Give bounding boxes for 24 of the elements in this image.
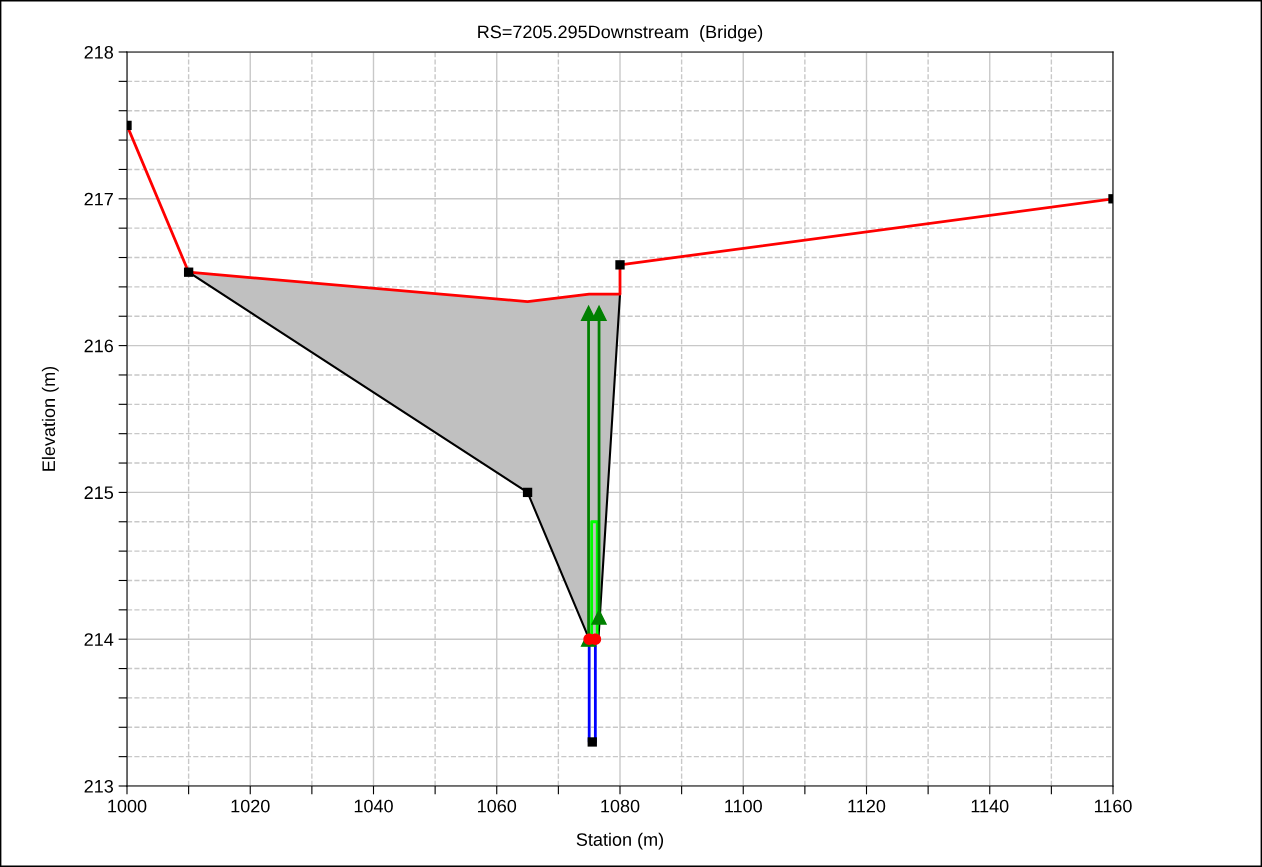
y-tick-label: 215 — [84, 486, 114, 500]
y-tick-label: 218 — [84, 45, 114, 59]
x-axis-title: Station (m) — [576, 832, 664, 850]
x-tick-label: 1140 — [971, 799, 1009, 813]
y-tick-label: 217 — [84, 192, 113, 206]
point — [183, 267, 194, 277]
x-tick-label: 1100 — [725, 799, 762, 813]
y-tick-label: 216 — [84, 339, 114, 353]
x-tick-label: 1080 — [601, 799, 640, 813]
point — [587, 737, 597, 747]
y-axis-title: Elevation (m) — [41, 366, 59, 471]
x-tick-label: 1000 — [108, 799, 147, 813]
y-tick-label: 214 — [84, 633, 114, 646]
y-tick-label: 213 — [84, 779, 114, 793]
point — [522, 487, 533, 498]
point — [615, 260, 625, 270]
x-tick-label: 1120 — [848, 799, 886, 813]
point — [591, 609, 607, 625]
x-tick-label: 1060 — [478, 799, 517, 813]
point — [591, 305, 607, 321]
chart-title: RS=7205.295Downstream (Bridge) — [478, 25, 763, 42]
x-tick-label: 1160 — [1094, 799, 1132, 813]
x-tick-label: 1040 — [354, 799, 393, 813]
x-tick-label: 1020 — [231, 799, 270, 813]
